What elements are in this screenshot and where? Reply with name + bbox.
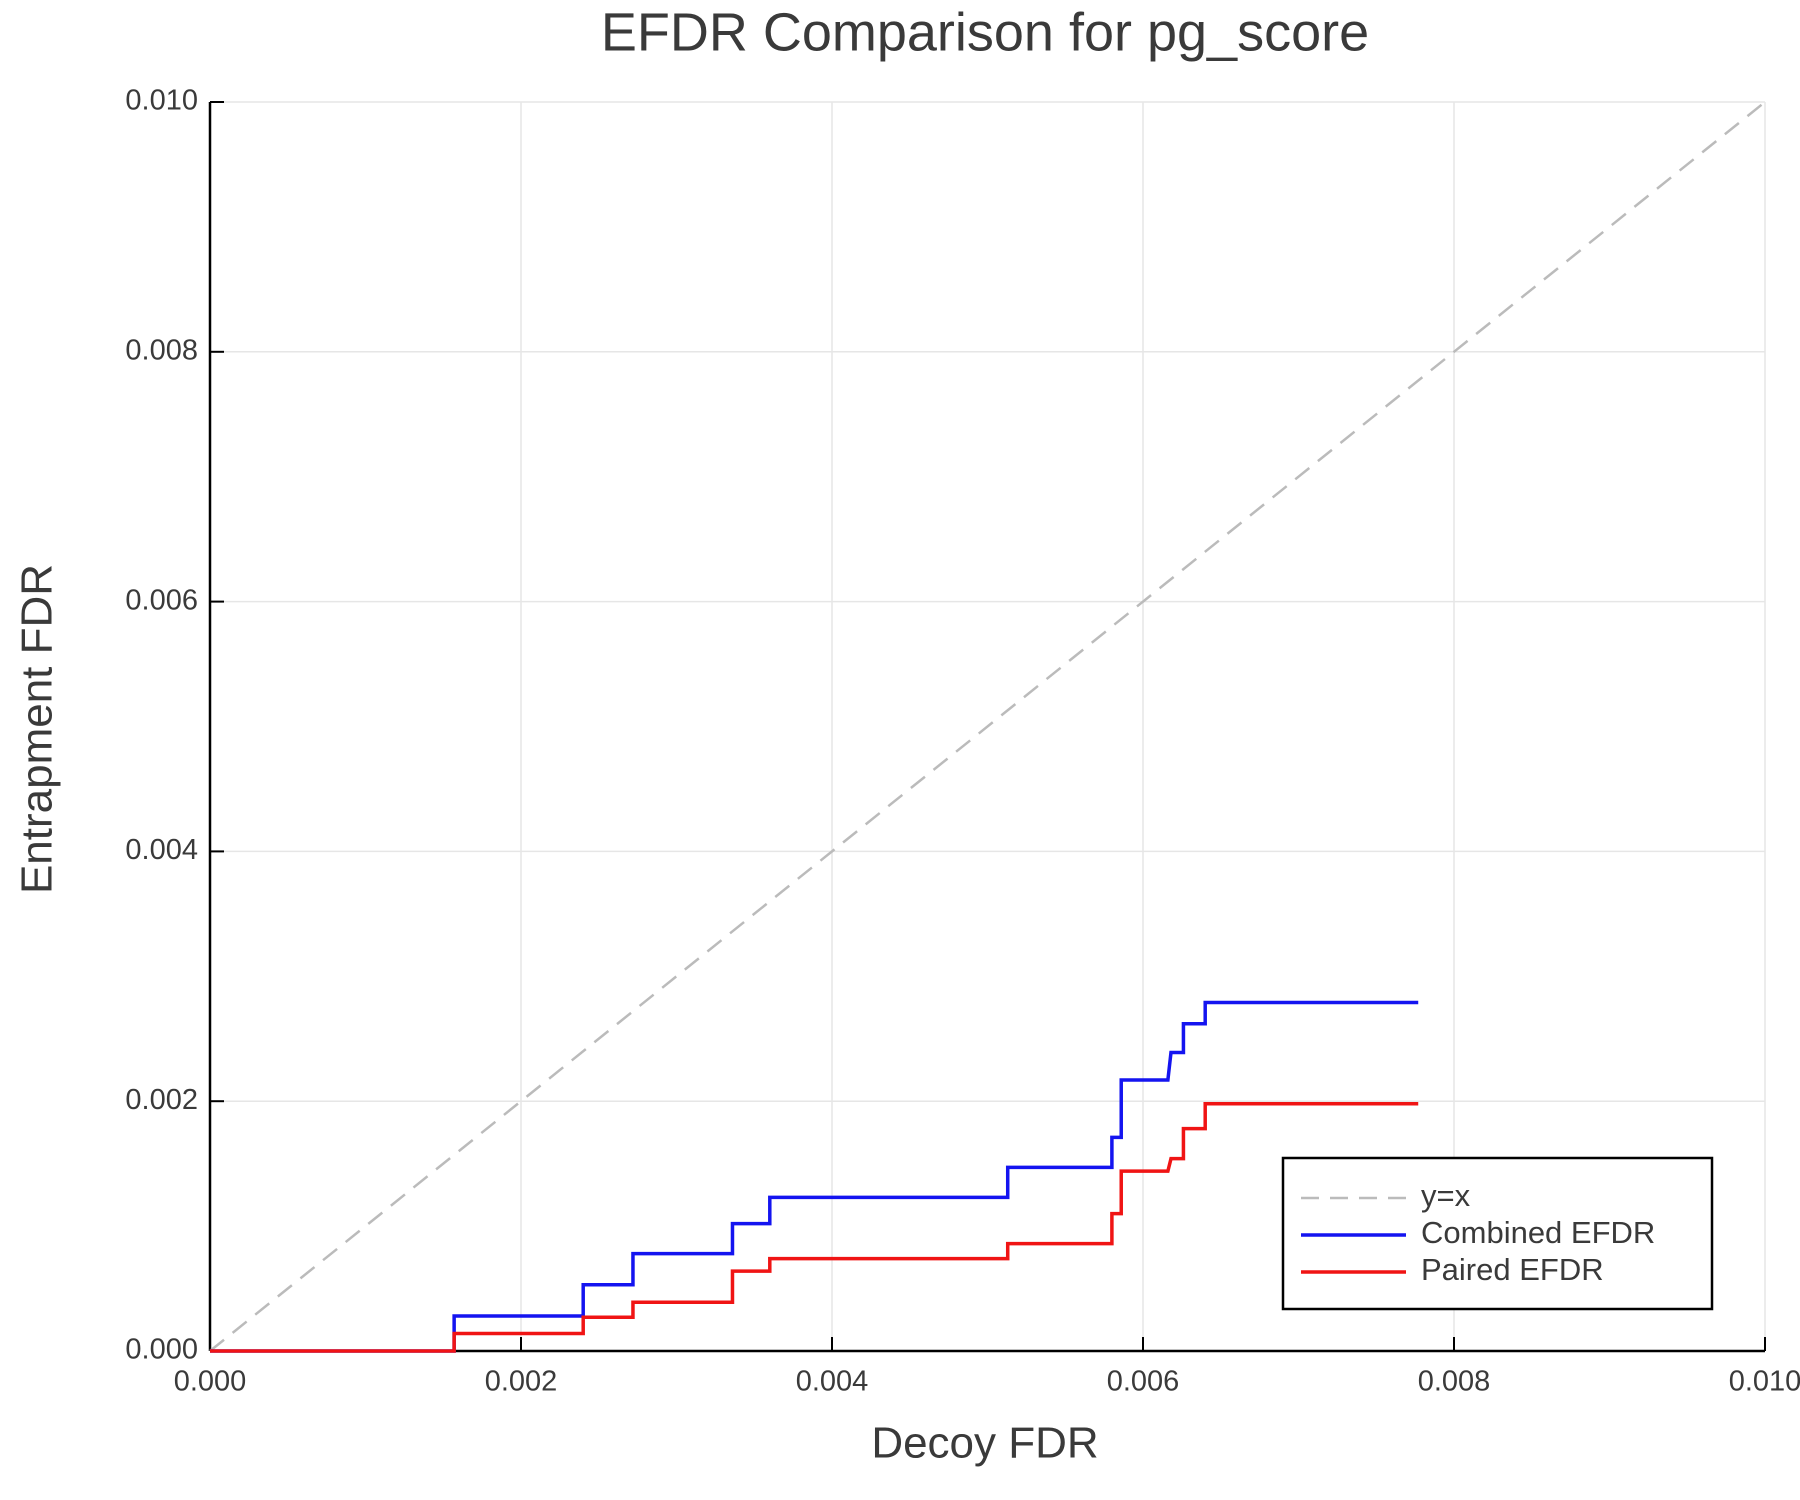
- x-tick-label: 0.010: [1729, 1366, 1800, 1398]
- legend-label: y=x: [1421, 1178, 1471, 1213]
- y-axis-label: Entrapment FDR: [13, 564, 62, 894]
- x-tick-label: 0.008: [1418, 1366, 1491, 1398]
- legend-label: Paired EFDR: [1421, 1252, 1604, 1287]
- y-tick-label: 0.008: [125, 334, 198, 366]
- series-line: [209, 101, 1766, 1352]
- y-tick-label: 0.010: [125, 85, 198, 117]
- legend-label: Combined EFDR: [1421, 1215, 1655, 1250]
- x-tick-label: 0.002: [485, 1366, 558, 1398]
- x-tick-label: 0.004: [796, 1366, 869, 1398]
- y-tick-label: 0.004: [125, 834, 198, 866]
- y-tick-label: 0.006: [125, 584, 198, 616]
- y-tick-label: 0.000: [125, 1334, 198, 1366]
- x-tick-label: 0.006: [1107, 1366, 1180, 1398]
- chart-title: EFDR Comparison for pg_score: [601, 2, 1369, 62]
- x-axis-label: Decoy FDR: [871, 1419, 1098, 1468]
- y-tick-label: 0.002: [125, 1084, 198, 1116]
- series-line: [210, 1000, 1419, 1353]
- x-tick-label: 0.000: [174, 1366, 247, 1398]
- series-line: [210, 1101, 1419, 1353]
